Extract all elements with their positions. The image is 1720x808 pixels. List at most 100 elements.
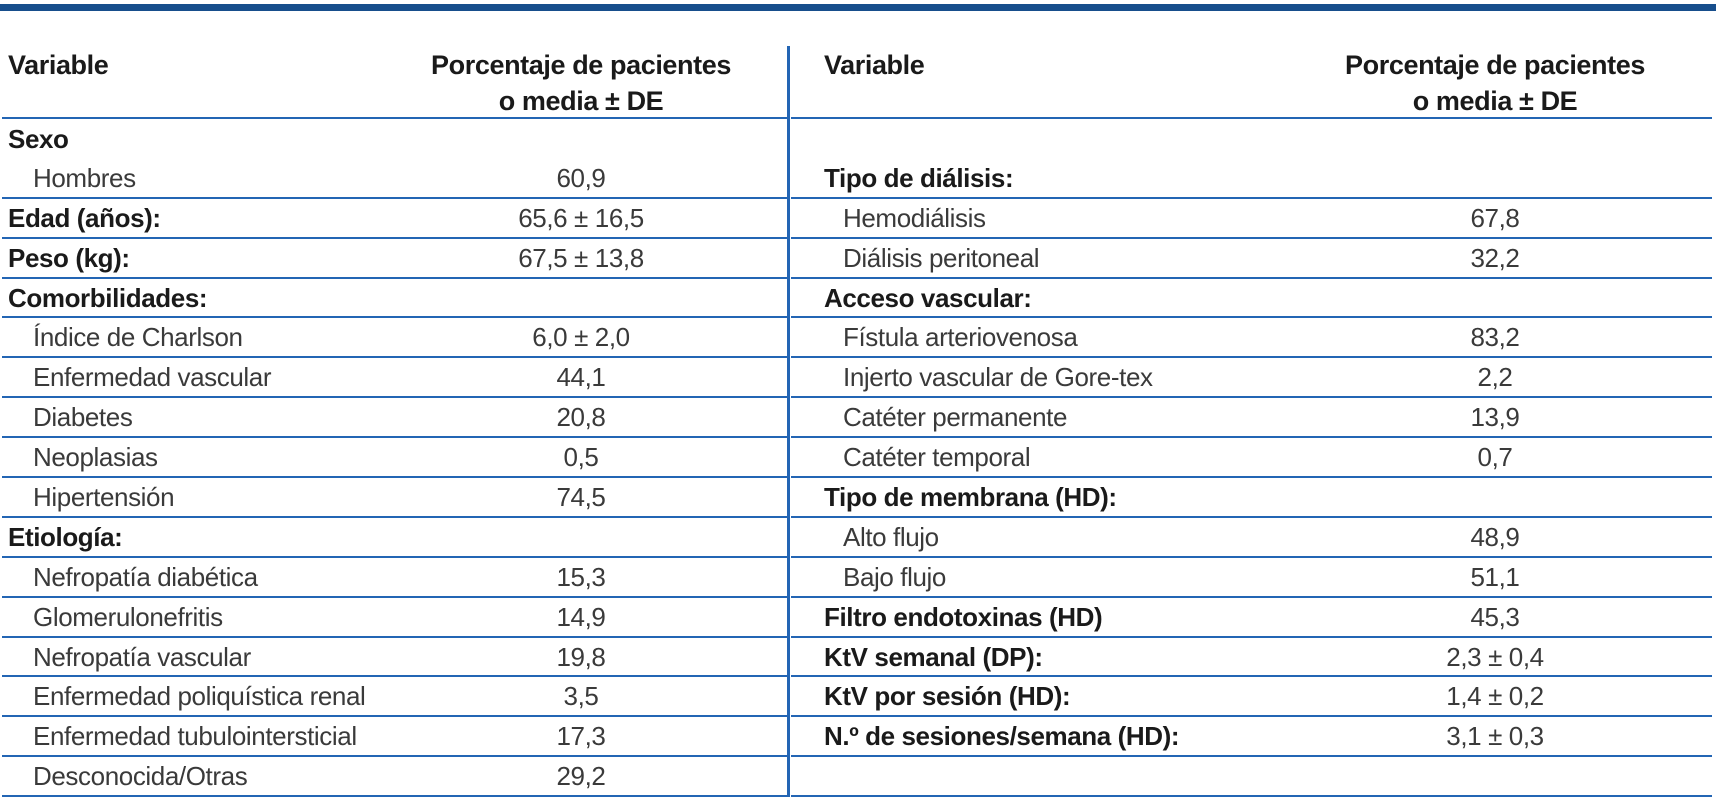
table-row: Hombres 60,9 bbox=[2, 159, 788, 199]
table-top-border bbox=[0, 4, 1716, 11]
row-value: 19,8 bbox=[556, 641, 606, 672]
row-value: 2,2 bbox=[1477, 362, 1513, 393]
table-row: KtV por sesión (HD): 1,4 ± 0,2 bbox=[791, 677, 1712, 718]
row-value: 44,1 bbox=[556, 362, 606, 393]
left-rows-container: Sexo Hombres 60,9 Edad (años): 65,6 ± 16,5 Pe… bbox=[2, 119, 788, 798]
row-label: Catéter temporal bbox=[843, 442, 1031, 473]
row-label: KtV por sesión (HD): bbox=[824, 681, 1071, 712]
row-value: 29,2 bbox=[556, 761, 606, 792]
left-column-header-variable: Variable bbox=[8, 50, 109, 80]
table-row: Hemodiálisis 67,8 bbox=[791, 199, 1712, 239]
row-label: Índice de Charlson bbox=[33, 322, 243, 353]
row-value: 83,2 bbox=[1470, 322, 1520, 353]
table-row: Edad (años): 65,6 ± 16,5 bbox=[2, 199, 788, 239]
row-value: 65,6 ± 16,5 bbox=[518, 202, 644, 233]
table-left-half: Variable Porcentaje de pacientes o media… bbox=[2, 40, 788, 798]
table-row: Catéter temporal 0,7 bbox=[791, 438, 1712, 479]
row-label: Tipo de diálisis: bbox=[824, 162, 1014, 193]
row-label: Diálisis peritoneal bbox=[843, 242, 1040, 273]
row-value: 60,9 bbox=[556, 162, 606, 193]
table-row: Glomerulonefritis 14,9 bbox=[2, 598, 788, 638]
row-value: 32,2 bbox=[1470, 242, 1520, 273]
right-rows-container: Tipo de diálisis: Hemodiálisis 67,8 Diálisi… bbox=[791, 119, 1712, 798]
table-row: KtV semanal (DP): 2,3 ± 0,4 bbox=[791, 638, 1712, 678]
row-label: Tipo de membrana (HD): bbox=[824, 481, 1117, 512]
row-label: Fístula arteriovenosa bbox=[843, 322, 1078, 353]
row-value: 48,9 bbox=[1470, 521, 1520, 552]
table-row: Catéter permanente 13,9 bbox=[791, 398, 1712, 439]
row-value: 51,1 bbox=[1470, 561, 1520, 592]
row-label: Nefropatía vascular bbox=[33, 641, 251, 672]
row-value: 15,3 bbox=[556, 561, 606, 592]
table-row: Etiología: bbox=[2, 518, 788, 558]
row-label: Injerto vascular de Gore-tex bbox=[843, 362, 1153, 393]
table-row: Desconocida/Otras 29,2 bbox=[2, 757, 788, 798]
table-row: N.º de sesiones/semana (HD): 3,1 ± 0,3 bbox=[791, 717, 1712, 758]
row-label: Peso (kg): bbox=[8, 242, 130, 273]
row-value: 13,9 bbox=[1470, 402, 1520, 433]
right-value-header-line1: Porcentaje de pacientes bbox=[1345, 50, 1645, 80]
row-label: KtV semanal (DP): bbox=[824, 641, 1043, 672]
row-label: Catéter permanente bbox=[843, 402, 1068, 433]
table-row bbox=[791, 119, 1712, 159]
row-value: 6,0 ± 2,0 bbox=[532, 322, 630, 353]
table-row: Filtro endotoxinas (HD) 45,3 bbox=[791, 598, 1712, 638]
table-row: Tipo de membrana (HD): bbox=[791, 478, 1712, 518]
table-row: Alto flujo 48,9 bbox=[791, 518, 1712, 558]
table-row: Enfermedad poliquística renal 3,5 bbox=[2, 677, 788, 718]
row-label: Filtro endotoxinas (HD) bbox=[824, 601, 1103, 632]
row-value: 2,3 ± 0,4 bbox=[1446, 641, 1544, 672]
right-column-header-value: Porcentaje de pacientes o media ± DE bbox=[1280, 40, 1710, 119]
table-row: Tipo de diálisis: bbox=[791, 159, 1712, 199]
table-row: Injerto vascular de Gore-tex 2,2 bbox=[791, 358, 1712, 399]
row-label: Glomerulonefritis bbox=[33, 601, 223, 632]
row-value: 67,5 ± 13,8 bbox=[518, 242, 644, 273]
row-label: Desconocida/Otras bbox=[33, 761, 248, 792]
row-label: Comorbilidades: bbox=[8, 282, 208, 313]
row-value: 20,8 bbox=[556, 402, 606, 433]
row-value: 45,3 bbox=[1470, 601, 1520, 632]
table-row: Sexo bbox=[2, 119, 788, 159]
row-label: Diabetes bbox=[33, 402, 133, 433]
row-label: Enfermedad vascular bbox=[33, 362, 272, 393]
row-label: Enfermedad poliquística renal bbox=[33, 681, 366, 712]
column-divider-line bbox=[787, 46, 790, 797]
row-value: 14,9 bbox=[556, 601, 606, 632]
right-header-row: Variable Porcentaje de pacientes o media… bbox=[791, 40, 1712, 119]
table-row: Enfermedad vascular 44,1 bbox=[2, 358, 788, 399]
row-label: Acceso vascular: bbox=[824, 282, 1032, 313]
table-row: Comorbilidades: bbox=[2, 279, 788, 319]
table-row: Bajo flujo 51,1 bbox=[791, 558, 1712, 598]
row-label: Bajo flujo bbox=[843, 561, 946, 592]
row-label: Edad (años): bbox=[8, 202, 161, 233]
table-row: Diálisis peritoneal 32,2 bbox=[791, 239, 1712, 279]
row-label: Enfermedad tubulointersticial bbox=[33, 721, 357, 752]
row-label: Hemodiálisis bbox=[843, 202, 986, 233]
row-value: 3,1 ± 0,3 bbox=[1446, 721, 1544, 752]
row-label: Neoplasias bbox=[33, 442, 158, 473]
left-column-header-value: Porcentaje de pacientes o media ± DE bbox=[381, 40, 781, 119]
row-label: Nefropatía diabética bbox=[33, 561, 258, 592]
table-row bbox=[791, 757, 1712, 798]
row-label: Sexo bbox=[8, 123, 69, 154]
table-row: Acceso vascular: bbox=[791, 279, 1712, 319]
left-header-row: Variable Porcentaje de pacientes o media… bbox=[2, 40, 788, 119]
row-label: Etiología: bbox=[8, 521, 123, 552]
row-value: 0,5 bbox=[563, 442, 599, 473]
row-value: 1,4 ± 0,2 bbox=[1446, 681, 1544, 712]
table-row: Neoplasias 0,5 bbox=[2, 438, 788, 479]
row-value: 0,7 bbox=[1477, 442, 1513, 473]
left-value-header-line2: o media ± DE bbox=[498, 86, 664, 116]
table-row: Peso (kg): 67,5 ± 13,8 bbox=[2, 239, 788, 279]
row-value: 3,5 bbox=[563, 681, 599, 712]
table-row: Fístula arteriovenosa 83,2 bbox=[791, 318, 1712, 359]
row-label: Hombres bbox=[33, 162, 136, 193]
table-right-half: Variable Porcentaje de pacientes o media… bbox=[791, 40, 1712, 798]
row-value: 74,5 bbox=[556, 481, 606, 512]
row-label: Hipertensión bbox=[33, 481, 175, 512]
row-value: 67,8 bbox=[1470, 202, 1520, 233]
row-label: N.º de sesiones/semana (HD): bbox=[824, 721, 1180, 752]
table-row: Diabetes 20,8 bbox=[2, 398, 788, 439]
table-row: Nefropatía vascular 19,8 bbox=[2, 638, 788, 678]
table-row: Índice de Charlson 6,0 ± 2,0 bbox=[2, 318, 788, 359]
